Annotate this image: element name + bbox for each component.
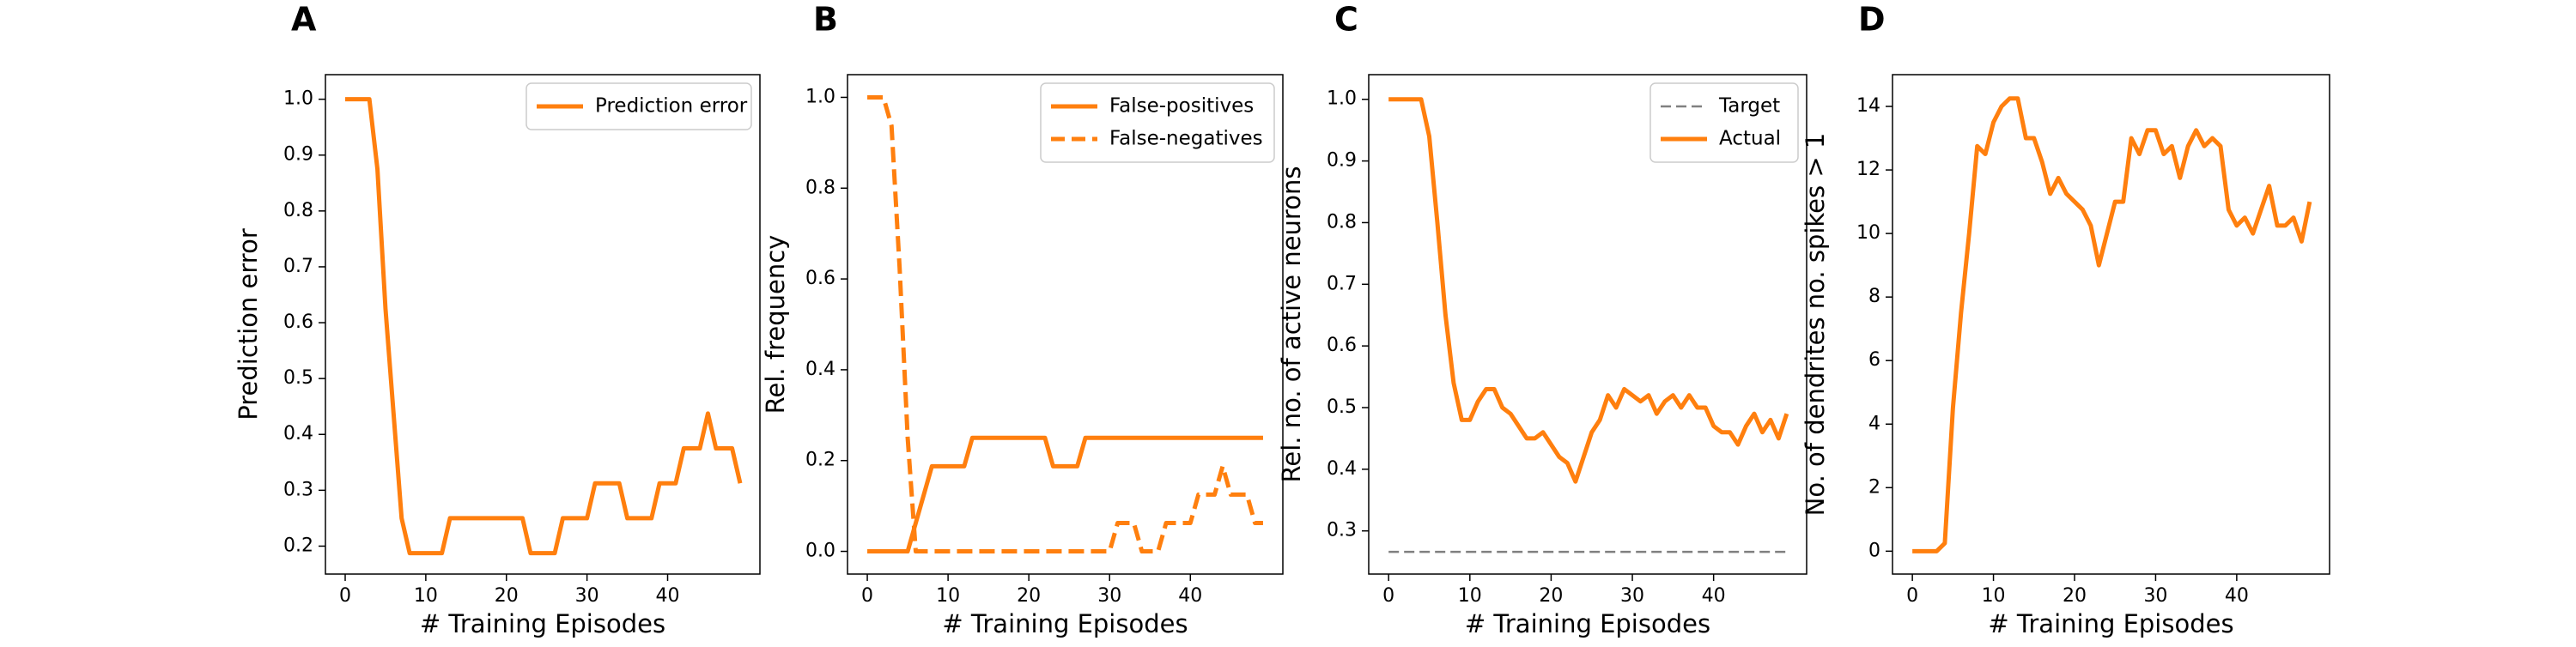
- y-tick-label: 0.4: [805, 359, 835, 380]
- y-axis-label: Rel. no. of active neurons: [1277, 166, 1306, 483]
- x-axis-label: # Training Episodes: [420, 609, 665, 638]
- legend-label: False-negatives: [1109, 128, 1263, 150]
- y-tick-label: 0.3: [283, 479, 313, 500]
- x-axis-label: # Training Episodes: [1988, 609, 2233, 638]
- y-tick-label: 0.4: [1327, 458, 1357, 480]
- legend-box: [1649, 82, 1799, 163]
- y-tick-label: 10: [1856, 222, 1880, 244]
- y-axis-label: No. of dendrites no. spikes > 1: [1801, 133, 1830, 517]
- axes-frame: [325, 74, 761, 575]
- line-series: [1388, 97, 1789, 484]
- x-tick-label: 30: [1097, 585, 1121, 607]
- y-tick-label: 0.5: [1327, 396, 1357, 418]
- x-tick-label: 0: [861, 585, 873, 607]
- y-tick-label: 0.2: [283, 535, 313, 556]
- y-tick-label: 14: [1856, 95, 1880, 117]
- y-tick-label: 0.8: [805, 177, 835, 198]
- y-tick-label: 0.6: [1327, 335, 1357, 356]
- y-tick-label: 0.3: [1327, 520, 1357, 541]
- y-tick-label: 1.0: [1327, 88, 1357, 110]
- axes-frame: [1892, 74, 2330, 575]
- line-series: [1912, 96, 2312, 553]
- y-tick-label: 0.6: [805, 268, 835, 289]
- x-axis-label: # Training Episodes: [942, 609, 1188, 638]
- x-tick-label: 20: [1539, 585, 1563, 607]
- y-axis-label: Rel. frequency: [761, 235, 790, 414]
- y-tick-label: 0.8: [283, 200, 313, 221]
- panel-label: A: [291, 1, 317, 39]
- x-tick-label: 0: [1382, 585, 1394, 607]
- x-tick-label: 20: [2063, 585, 2087, 607]
- legend-label: False-positives: [1109, 95, 1254, 118]
- y-tick-label: 12: [1856, 159, 1880, 180]
- legend-label: Actual: [1719, 128, 1781, 150]
- line-series: [345, 97, 743, 556]
- legend-label: Target: [1718, 95, 1780, 118]
- x-tick-label: 30: [575, 585, 599, 607]
- x-tick-label: 10: [414, 585, 438, 607]
- x-tick-label: 30: [2143, 585, 2167, 607]
- y-tick-label: 2: [1868, 476, 1880, 498]
- panel-label: C: [1334, 1, 1358, 39]
- y-axis-label: Prediction error: [234, 228, 263, 420]
- y-tick-label: 0.4: [283, 423, 313, 444]
- x-axis-label: # Training Episodes: [1465, 609, 1710, 638]
- x-tick-label: 0: [339, 585, 351, 607]
- y-tick-label: 4: [1868, 413, 1880, 434]
- y-tick-label: 0.9: [283, 144, 313, 166]
- x-tick-label: 40: [2225, 585, 2249, 607]
- x-tick-label: 40: [656, 585, 680, 607]
- x-tick-label: 20: [1017, 585, 1041, 607]
- legend-box: [1040, 82, 1275, 163]
- y-tick-label: 0.5: [283, 367, 313, 389]
- y-tick-label: 0.7: [1327, 273, 1357, 294]
- y-tick-label: 1.0: [283, 88, 313, 110]
- y-tick-label: 6: [1868, 349, 1880, 371]
- y-tick-label: 0.9: [1327, 150, 1357, 172]
- line-series: [867, 94, 1263, 554]
- panel-label: B: [813, 1, 838, 39]
- x-tick-label: 0: [1906, 585, 1918, 607]
- x-tick-label: 40: [1178, 585, 1202, 607]
- y-tick-label: 0.7: [283, 256, 313, 277]
- x-tick-label: 10: [936, 585, 960, 607]
- line-series: [867, 435, 1263, 554]
- y-tick-label: 8: [1868, 286, 1880, 307]
- legend-box: [526, 82, 752, 130]
- y-tick-label: 0.6: [283, 311, 313, 333]
- x-tick-label: 10: [1982, 585, 2006, 607]
- x-tick-label: 10: [1458, 585, 1482, 607]
- y-tick-label: 0.2: [805, 450, 835, 471]
- legend-label: Prediction error: [595, 95, 748, 118]
- axes-frame: [1368, 74, 1807, 575]
- y-tick-label: 1.0: [805, 86, 835, 107]
- x-tick-label: 30: [1620, 585, 1644, 607]
- y-tick-label: 0.0: [805, 541, 835, 562]
- y-tick-label: 0.8: [1327, 211, 1357, 233]
- x-tick-label: 40: [1702, 585, 1726, 607]
- axes-frame: [847, 74, 1284, 575]
- y-tick-label: 0: [1868, 540, 1880, 561]
- x-tick-label: 20: [495, 585, 519, 607]
- panel-label: D: [1858, 1, 1886, 39]
